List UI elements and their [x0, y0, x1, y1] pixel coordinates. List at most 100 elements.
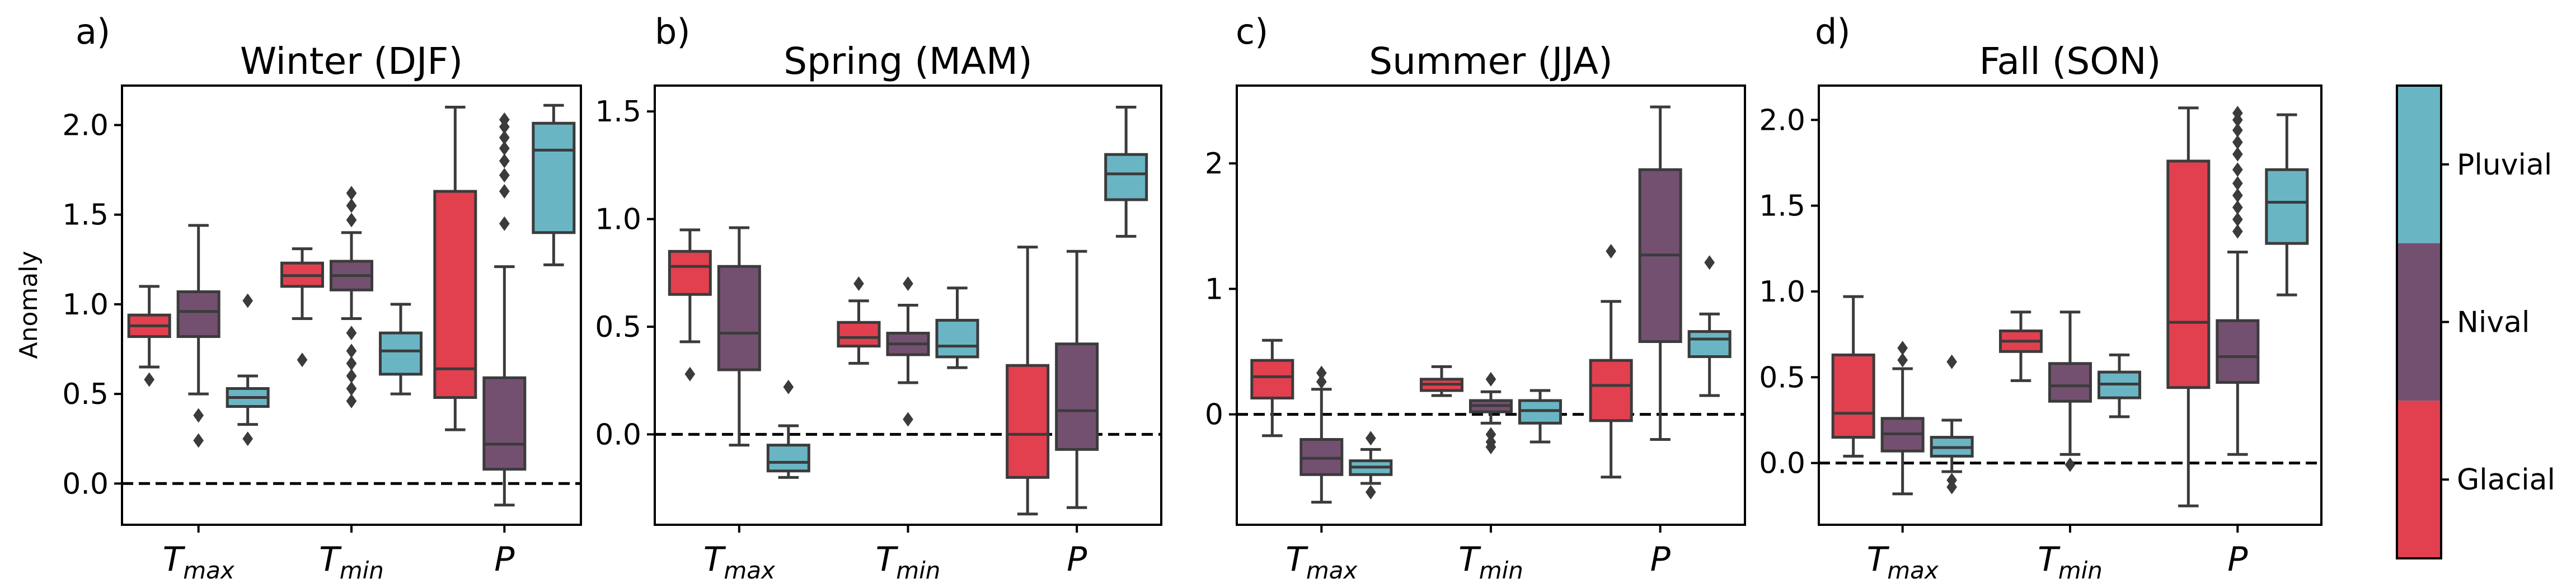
- iqr-box: [482, 376, 527, 471]
- box-glacial: [280, 247, 324, 368]
- box-glacial: [668, 228, 712, 382]
- iqr-box: [2265, 168, 2309, 245]
- outlier-point: [1485, 439, 1496, 454]
- outlier-point: [1485, 427, 1496, 442]
- iqr-box: [1055, 342, 1099, 451]
- y-tick-label: 0.0: [595, 418, 641, 451]
- outlier-point: [1946, 354, 1958, 369]
- iqr-box: [668, 250, 712, 296]
- outlier-point: [499, 141, 510, 156]
- outlier-point: [1946, 479, 1958, 495]
- outlier-point: [297, 352, 308, 368]
- outlier-point: [2232, 106, 2243, 121]
- iqr-box: [2216, 319, 2260, 384]
- box-glacial: [127, 285, 171, 387]
- y-tick-label: 0.0: [1759, 447, 1805, 481]
- box-nival: [2048, 311, 2092, 472]
- x-tick-label: P: [1650, 540, 1671, 579]
- panel-b: 0.0 0.5 1.0 1.5 Tmax Tmin P Spring (MAM) b): [595, 11, 1162, 584]
- x-tick-label: P: [1067, 540, 1087, 579]
- box-pluvial: [1518, 389, 1562, 444]
- outlier-point: [1485, 371, 1496, 387]
- outlier-point: [684, 366, 696, 382]
- iqr-box: [1589, 359, 1633, 422]
- iqr-box: [1250, 359, 1294, 399]
- y-tick-label: 1.5: [62, 199, 109, 232]
- outlier-point: [1316, 365, 1327, 380]
- colorbar-nival-swatch: [2397, 243, 2441, 401]
- box-pluvial: [766, 379, 810, 479]
- box-glacial: [1999, 311, 2043, 382]
- box-glacial: [433, 105, 477, 431]
- outlier-point: [242, 431, 254, 446]
- outlier-point: [783, 379, 794, 394]
- box-pluvial: [1687, 255, 1732, 397]
- panel-a: 0.0 0.5 1.0 1.5 2.0 Tmax Tmin P Winter (DJF) a): [62, 11, 582, 584]
- box-nival: [330, 186, 373, 408]
- box-pluvial: [2098, 353, 2141, 418]
- outlier-point: [499, 153, 510, 168]
- outlier-point: [144, 372, 155, 387]
- y-tick-label: 1.5: [1759, 190, 1805, 223]
- y-tick-label: 0.5: [595, 311, 641, 344]
- outlier-point: [903, 276, 913, 291]
- outlier-point: [2232, 188, 2243, 203]
- panels: 0.0 0.5 1.0 1.5 2.0 Tmax Tmin P Winter (DJF) a) 0.…: [62, 11, 2322, 584]
- colorbar-label-nival: Nival: [2457, 306, 2530, 340]
- outlier-point: [2064, 457, 2076, 472]
- box-glacial: [1420, 365, 1463, 397]
- panel-d: 0.0 0.5 1.0 1.5 2.0 Tmax Tmin P Fall (SON) d): [1759, 11, 2322, 584]
- outlier-point: [346, 393, 357, 408]
- iqr-box: [433, 190, 477, 399]
- iqr-box: [2166, 159, 2211, 389]
- x-tick-label: Tmin: [876, 540, 941, 584]
- outlier-point: [2232, 212, 2243, 227]
- y-tick-label: 2.0: [1759, 104, 1805, 137]
- y-tick-label: 0: [1205, 398, 1223, 432]
- y-tick-label: 0.5: [1759, 361, 1805, 394]
- box-nival: [886, 276, 930, 427]
- y-tick-label: 1: [1205, 272, 1223, 306]
- box-glacial: [1589, 244, 1633, 479]
- box-pluvial: [1349, 431, 1393, 500]
- outlier-point: [1606, 244, 1617, 259]
- box-pluvial: [379, 303, 423, 396]
- panel-letter: c): [1236, 11, 1268, 52]
- iqr-box: [1104, 153, 1148, 201]
- outlier-point: [1365, 484, 1376, 500]
- box-nival: [176, 224, 220, 448]
- iqr-box: [1006, 364, 1050, 479]
- outlier-point: [346, 369, 357, 384]
- panel-title: Winter (DJF): [240, 40, 463, 83]
- outlier-point: [499, 168, 510, 183]
- iqr-box: [532, 121, 576, 234]
- box-nival: [1469, 371, 1513, 454]
- outlier-point: [193, 408, 204, 423]
- box-pluvial: [1104, 105, 1148, 238]
- outlier-point: [346, 213, 357, 228]
- outlier-point: [853, 276, 864, 291]
- outlier-point: [903, 412, 913, 427]
- box-nival: [1299, 365, 1344, 504]
- x-tick-label: Tmax: [1285, 540, 1358, 584]
- box-pluvial: [532, 104, 576, 266]
- outlier-point: [346, 186, 357, 201]
- y-tick-label: 1.0: [595, 203, 641, 237]
- box-pluvial: [1930, 354, 1974, 495]
- outlier-point: [2232, 162, 2243, 177]
- outlier-point: [499, 130, 510, 145]
- outlier-point: [193, 433, 204, 448]
- y-tick-label: 2: [1205, 147, 1223, 181]
- box-nival: [1880, 341, 1925, 496]
- colorbar-label-glacial: Glacial: [2457, 463, 2555, 497]
- panel-letter: a): [76, 11, 110, 52]
- outlier-point: [2232, 224, 2243, 239]
- panel-title: Spring (MAM): [783, 40, 1033, 83]
- box-glacial: [1250, 338, 1294, 438]
- outlier-point: [499, 216, 510, 231]
- outlier-point: [346, 326, 357, 341]
- box-nival: [1055, 250, 1099, 509]
- outlier-point: [242, 293, 254, 308]
- outlier-point: [346, 344, 357, 359]
